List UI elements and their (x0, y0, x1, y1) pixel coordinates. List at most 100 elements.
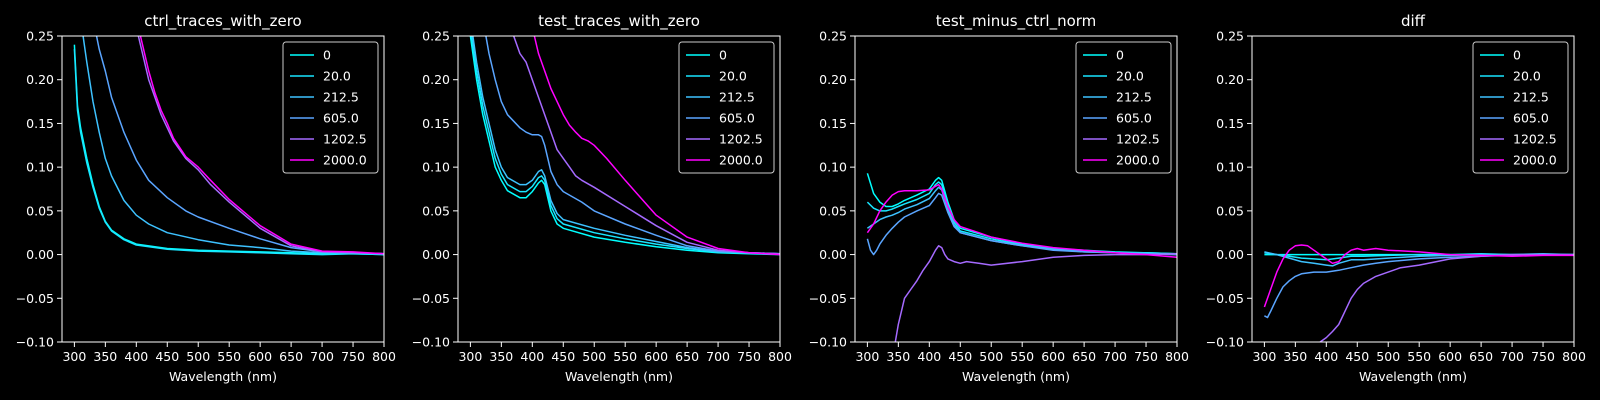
legend-entry-label: 212.5 (1513, 90, 1549, 105)
x-tick-label: 550 (613, 349, 637, 364)
y-tick-label: 0.20 (422, 72, 450, 87)
legend: 0 20.0 212.5 605.0 1202.5 2000.0 (1472, 41, 1569, 174)
axes-frame (854, 35, 1178, 343)
legend-entry-label: 2000.0 (323, 153, 367, 168)
y-tick-label: −0.05 (412, 291, 450, 306)
x-tick-label: 600 (248, 349, 272, 364)
legend-entry-label: 605.0 (719, 111, 755, 126)
x-tick-label: 500 (979, 349, 1003, 364)
series-line-1202.5 (1319, 253, 1574, 342)
x-tick-label: 300 (855, 349, 879, 364)
y-tick-label: 0.10 (1216, 160, 1244, 175)
x-tick-label: 500 (186, 349, 210, 364)
x-tick-label: 750 (1134, 349, 1158, 364)
x-tick-label: 650 (1072, 349, 1096, 364)
x-tick-label: 450 (1345, 349, 1369, 364)
series-line-0 (73, 44, 384, 256)
x-tick-label: 800 (372, 349, 396, 364)
y-tick-label: 0.15 (26, 116, 54, 131)
y-tick-label: −0.10 (412, 335, 450, 350)
x-tick-label: 350 (93, 349, 117, 364)
series-line-2000.0 (866, 183, 1177, 258)
x-tick-label: 450 (155, 349, 179, 364)
legend: 0 20.0 212.5 605.0 1202.5 2000.0 (282, 41, 379, 174)
series-line-0 (469, 36, 780, 256)
x-tick-label: 400 (520, 349, 544, 364)
series-line-212.5 (1264, 251, 1574, 267)
y-tick-label: 0.05 (1216, 203, 1244, 218)
y-tick-label: −0.05 (809, 291, 847, 306)
series-line-1202.5 (512, 36, 780, 255)
y-tick-label: −0.05 (16, 291, 54, 306)
series-line-2000.0 (1263, 244, 1574, 308)
series-line-1202.5 (894, 245, 1177, 342)
legend-entry-label: 605.0 (323, 111, 359, 126)
legend-entry-label: 1202.5 (719, 132, 763, 147)
y-tick-label: 0.05 (26, 203, 54, 218)
x-tick-label: 600 (1041, 349, 1065, 364)
series-line-2000.0 (139, 36, 384, 255)
series-line-605.0 (485, 36, 780, 255)
axes-frame (61, 35, 385, 343)
legend-entry-label: 1202.5 (1116, 132, 1160, 147)
x-tick-label: 700 (1103, 349, 1127, 364)
series-line-212.5 (472, 36, 780, 255)
legend-entry-label: 2000.0 (1116, 153, 1160, 168)
y-tick-label: −0.05 (1206, 291, 1244, 306)
x-axis-label: Wavelength (nm) (1359, 369, 1467, 384)
series-line-1202.5 (137, 36, 384, 255)
x-tick-label: 300 (458, 349, 482, 364)
y-tick-label: 0.15 (1216, 116, 1244, 131)
y-tick-label: 0.10 (422, 160, 450, 175)
x-tick-label: 450 (551, 349, 575, 364)
chart-panel-4: diff 300 350 400 450 500 550 600 650 700 750 800 −0.… (1206, 12, 1586, 384)
y-tick-label: 0.10 (26, 160, 54, 175)
legend-box (282, 41, 379, 174)
legend-entry-label: 0 (1513, 48, 1521, 63)
legend-box (1075, 41, 1172, 174)
y-tick-label: 0.05 (422, 203, 450, 218)
legend-entry-label: 605.0 (1116, 111, 1152, 126)
legend-entry-label: 2000.0 (1513, 153, 1557, 168)
x-tick-label: 400 (917, 349, 941, 364)
legend-entry-label: 1202.5 (1513, 132, 1557, 147)
x-tick-label: 650 (675, 349, 699, 364)
y-tick-label: 0.15 (422, 116, 450, 131)
x-axis-label: Wavelength (nm) (565, 369, 673, 384)
x-tick-label: 800 (768, 349, 792, 364)
legend-box (1472, 41, 1569, 174)
y-tick-label: 0.10 (819, 160, 847, 175)
legend-entry-label: 212.5 (719, 90, 755, 105)
x-tick-label: 800 (1165, 349, 1189, 364)
x-tick-label: 700 (706, 349, 730, 364)
legend-entry-label: 20.0 (323, 69, 351, 84)
legend-entry-label: 2000.0 (719, 153, 763, 168)
x-tick-label: 700 (1500, 349, 1524, 364)
series-line-20.0 (73, 49, 384, 256)
x-tick-label: 550 (1010, 349, 1034, 364)
chart-title: ctrl_traces_with_zero (144, 12, 301, 31)
series-line-605.0 (95, 36, 384, 255)
legend: 0 20.0 212.5 605.0 1202.5 2000.0 (1075, 41, 1172, 174)
x-tick-label: 350 (886, 349, 910, 364)
y-tick-label: 0.25 (26, 29, 54, 44)
y-tick-label: 0.00 (1216, 247, 1244, 262)
chart-panel-3: test_minus_ctrl_norm 300 350 400 450 500 550 60… (809, 12, 1189, 384)
x-tick-label: 600 (1438, 349, 1462, 364)
legend-box (678, 41, 775, 174)
chart-panel-2: test_traces_with_zero 300 350 400 450 500 550 6… (412, 12, 792, 384)
legend: 0 20.0 212.5 605.0 1202.5 2000.0 (678, 41, 775, 174)
x-tick-label: 650 (279, 349, 303, 364)
series-line-212.5 (82, 36, 384, 255)
chart-title: test_traces_with_zero (538, 12, 700, 31)
x-tick-label: 350 (1283, 349, 1307, 364)
y-tick-label: −0.10 (1206, 335, 1244, 350)
chart-panel-1: ctrl_traces_with_zero 300 350 400 450 500 550 6… (16, 12, 396, 384)
y-tick-label: −0.10 (809, 335, 847, 350)
y-tick-label: 0.00 (819, 247, 847, 262)
axes-frame (1251, 35, 1575, 343)
x-tick-label: 600 (644, 349, 668, 364)
legend-entry-label: 212.5 (323, 90, 359, 105)
series-line-605.0 (866, 192, 1177, 256)
